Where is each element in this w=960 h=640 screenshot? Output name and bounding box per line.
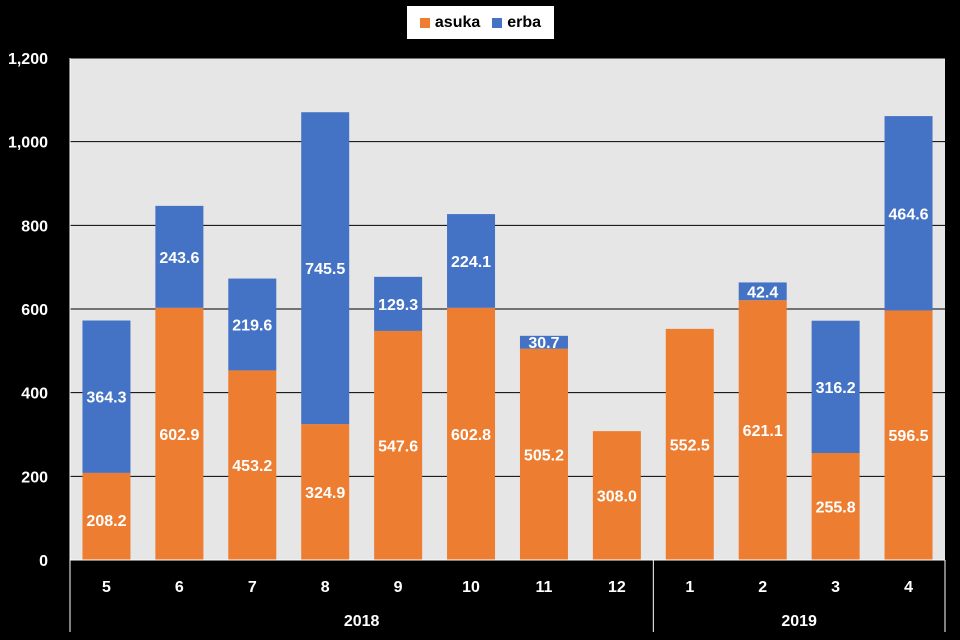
bar-erba — [738, 282, 787, 301]
bar-asuka — [592, 431, 641, 560]
bar-erba — [447, 214, 496, 308]
data-label-asuka: 324.9 — [305, 485, 345, 502]
y-tick-label: 200 — [21, 469, 48, 486]
legend-swatch-erba — [492, 17, 503, 28]
legend-label-asuka: asuka — [434, 13, 481, 31]
bar-asuka — [82, 472, 131, 560]
data-label-asuka: 547.6 — [378, 438, 418, 455]
data-label-erba: 316.2 — [816, 380, 856, 397]
data-label-erba: 129.3 — [378, 297, 418, 314]
data-label-asuka: 552.5 — [670, 437, 710, 454]
x-tick-label: 11 — [535, 579, 552, 596]
y-tick-label: 400 — [21, 386, 48, 403]
bar-asuka — [447, 307, 496, 560]
bar-erba — [301, 112, 350, 425]
bar-asuka — [228, 370, 277, 560]
data-label-erba: 745.5 — [305, 261, 345, 278]
x-tick-label: 3 — [831, 579, 840, 596]
bar-erba — [155, 205, 204, 308]
bar-asuka — [155, 307, 204, 560]
legend-label-erba: erba — [507, 13, 542, 31]
x-tick-label: 8 — [321, 579, 330, 596]
x-tick-label: 2 — [758, 579, 767, 596]
data-label-erba: 224.1 — [451, 254, 491, 271]
bar-asuka — [884, 310, 933, 560]
bar-asuka — [301, 424, 350, 560]
data-label-erba: 219.6 — [232, 317, 272, 334]
bar-asuka — [738, 300, 787, 560]
x-tick-label: 5 — [102, 579, 111, 596]
data-label-erba: 42.4 — [747, 284, 778, 301]
data-label-asuka: 308.0 — [597, 489, 637, 506]
data-label-asuka: 602.8 — [451, 427, 491, 444]
x-tick-label: 7 — [248, 579, 257, 596]
bar-erba — [228, 278, 277, 371]
y-tick-label: 0 — [39, 553, 48, 570]
x-tick-label: 10 — [462, 579, 480, 596]
bar-erba — [519, 335, 568, 349]
data-label-asuka: 208.2 — [86, 513, 126, 530]
bar-asuka — [665, 328, 714, 560]
data-label-asuka: 596.5 — [889, 428, 929, 445]
bar-asuka — [374, 330, 423, 560]
legend-item-asuka: asuka — [419, 13, 481, 32]
bar-erba — [884, 116, 933, 311]
legend-item-erba: erba — [492, 14, 541, 32]
group-label: 2019 — [781, 613, 817, 630]
data-label-asuka: 621.1 — [743, 423, 783, 440]
x-tick-label: 6 — [175, 579, 184, 596]
group-label: 2018 — [344, 613, 380, 630]
legend-swatch-asuka — [419, 17, 430, 28]
data-label-asuka: 255.8 — [816, 499, 856, 516]
x-tick-label: 4 — [904, 579, 913, 596]
data-label-erba: 30.7 — [528, 335, 559, 352]
y-tick-label: 1,000 — [8, 135, 48, 152]
y-tick-label: 800 — [21, 218, 48, 235]
bar-erba — [811, 320, 860, 453]
data-label-asuka: 505.2 — [524, 447, 564, 464]
bar-asuka — [519, 348, 568, 560]
data-label-erba: 364.3 — [86, 390, 126, 407]
y-tick-label: 600 — [21, 302, 48, 319]
legend: asuka erba — [407, 6, 554, 39]
y-tick-label: 1,200 — [8, 51, 48, 68]
data-label-erba: 464.6 — [889, 206, 929, 223]
data-label-erba: 243.6 — [159, 250, 199, 267]
data-label-asuka: 453.2 — [232, 458, 272, 475]
x-tick-label: 1 — [685, 579, 694, 596]
bar-asuka — [811, 452, 860, 560]
bar-erba — [82, 320, 131, 473]
x-tick-label: 12 — [608, 579, 626, 596]
x-tick-label: 9 — [394, 579, 403, 596]
bar-erba — [374, 276, 423, 331]
data-label-asuka: 602.9 — [159, 427, 199, 444]
